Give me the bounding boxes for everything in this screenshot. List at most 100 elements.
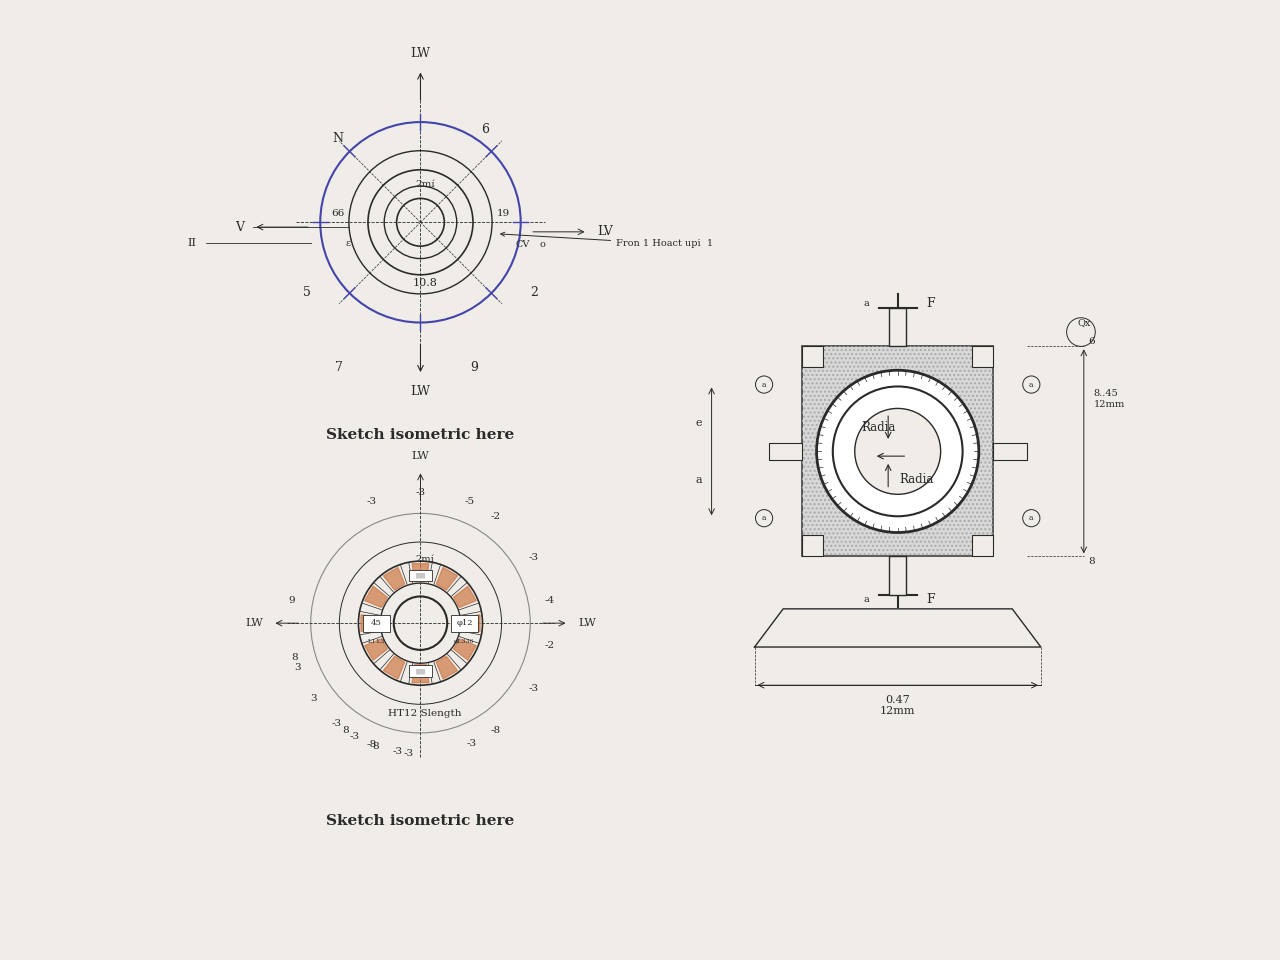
Polygon shape [365, 639, 388, 660]
Polygon shape [384, 657, 404, 679]
Text: F: F [927, 297, 934, 310]
Text: a: a [762, 515, 767, 522]
Text: HT12 Slength: HT12 Slength [389, 709, 462, 718]
Polygon shape [412, 564, 429, 582]
Text: a: a [863, 299, 869, 308]
Polygon shape [754, 609, 1041, 647]
Text: -3: -3 [349, 732, 360, 741]
Bar [803, 347, 993, 557]
Text: ε': ε' [346, 239, 353, 248]
Text: 8..45
12mm: 8..45 12mm [1093, 389, 1125, 409]
Text: φL336: φL336 [454, 639, 475, 644]
Bar [803, 347, 823, 368]
Circle shape [833, 387, 963, 516]
Text: 9: 9 [471, 361, 479, 373]
Polygon shape [462, 614, 480, 632]
Text: -3: -3 [529, 684, 539, 693]
Text: -3: -3 [366, 497, 376, 507]
Text: φ12: φ12 [456, 619, 472, 627]
Text: Fron 1 Hoact upi  1: Fron 1 Hoact upi 1 [500, 232, 713, 249]
Text: LW: LW [246, 618, 262, 628]
Text: 6: 6 [1088, 337, 1096, 347]
Bar [972, 536, 993, 557]
Polygon shape [453, 587, 476, 608]
Text: 6: 6 [481, 123, 489, 136]
Text: 2mí: 2mí [416, 555, 435, 564]
Bar [890, 557, 906, 594]
Bar [803, 347, 993, 557]
Text: |||||: ||||| [416, 573, 425, 578]
Text: 9: 9 [288, 596, 294, 605]
Text: 8: 8 [372, 741, 379, 751]
Text: |||||: ||||| [416, 668, 425, 674]
Text: LW: LW [411, 385, 430, 397]
Bar [890, 308, 906, 347]
Text: 8: 8 [291, 653, 297, 661]
Text: V: V [236, 221, 244, 233]
Text: -3: -3 [404, 749, 415, 758]
Text: -3: -3 [466, 739, 476, 748]
Text: -2: -2 [544, 641, 554, 650]
Text: a: a [863, 595, 869, 604]
Text: Sketch isometric here: Sketch isometric here [326, 814, 515, 828]
Text: -8: -8 [366, 740, 376, 749]
Text: LW: LW [412, 451, 429, 461]
Text: a: a [1029, 380, 1033, 389]
Bar [364, 614, 390, 632]
Text: 3: 3 [310, 694, 316, 703]
Text: 10.8: 10.8 [413, 277, 438, 288]
Bar [993, 443, 1027, 460]
Text: -5: -5 [465, 497, 475, 507]
Text: Sketch isometric here: Sketch isometric here [326, 427, 515, 442]
Text: 3: 3 [294, 663, 301, 672]
Text: -8: -8 [490, 726, 500, 734]
Bar [803, 536, 823, 557]
Text: LW: LW [411, 47, 430, 60]
Text: a: a [1029, 515, 1033, 522]
Text: LW: LW [579, 618, 595, 628]
Text: 5: 5 [303, 286, 311, 299]
Text: N: N [332, 132, 343, 145]
Text: Radia: Radia [900, 473, 934, 487]
Bar [410, 665, 431, 677]
Text: Radia: Radia [861, 421, 896, 434]
Text: 19: 19 [497, 208, 511, 218]
Polygon shape [361, 614, 379, 632]
Text: o: o [540, 240, 545, 249]
Text: a: a [695, 475, 701, 485]
Polygon shape [365, 587, 388, 608]
Polygon shape [453, 639, 476, 660]
Bar [410, 569, 431, 581]
Polygon shape [436, 657, 457, 679]
Polygon shape [384, 567, 404, 590]
Text: -3: -3 [416, 488, 425, 497]
Text: 2: 2 [530, 286, 538, 299]
Text: 7: 7 [335, 361, 343, 373]
Text: e: e [695, 418, 701, 428]
Text: -2: -2 [490, 512, 500, 520]
Text: 45: 45 [371, 619, 381, 627]
Text: 66: 66 [330, 208, 344, 218]
Polygon shape [436, 567, 457, 590]
Text: 8: 8 [342, 726, 348, 734]
Text: LV: LV [596, 226, 613, 238]
Text: LI L3: LI L3 [369, 639, 385, 644]
Text: -3: -3 [332, 719, 342, 728]
Text: 0.47
12mm: 0.47 12mm [879, 695, 915, 716]
Circle shape [855, 408, 941, 494]
Text: II: II [187, 238, 196, 249]
Text: F: F [927, 593, 934, 606]
Text: Qx: Qx [1078, 319, 1091, 327]
Bar [451, 614, 477, 632]
Circle shape [817, 371, 979, 533]
Text: CV: CV [516, 240, 530, 249]
Text: -4: -4 [544, 596, 554, 605]
Text: 2mí: 2mí [416, 180, 435, 188]
Polygon shape [412, 664, 429, 683]
Bar [769, 443, 803, 460]
Text: a: a [762, 380, 767, 389]
Text: -3: -3 [393, 748, 403, 756]
Text: 8: 8 [1088, 557, 1096, 565]
Text: -3: -3 [529, 553, 539, 563]
Bar [972, 347, 993, 368]
